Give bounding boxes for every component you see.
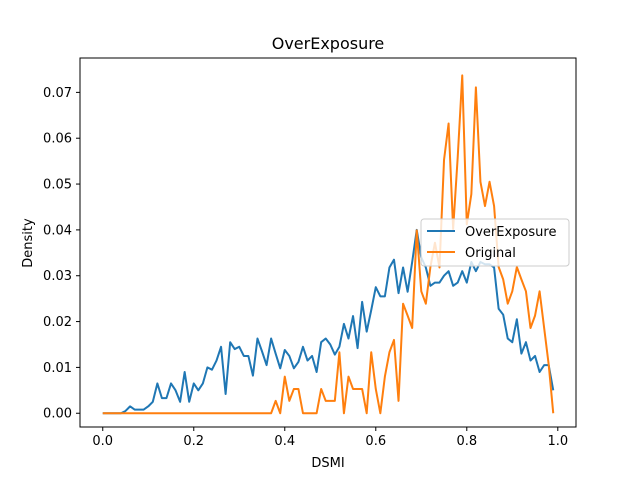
x-tick-label: 0.0 — [92, 434, 113, 449]
chart-title: OverExposure — [272, 34, 385, 53]
x-tick-label: 0.6 — [365, 434, 386, 449]
y-tick-label: 0.02 — [43, 315, 72, 330]
x-tick-label: 1.0 — [547, 434, 568, 449]
y-tick-label: 0.05 — [43, 178, 72, 193]
series-line-overexposure — [102, 228, 555, 415]
series-line-original — [102, 74, 555, 415]
y-tick-label: 0.07 — [43, 86, 72, 101]
legend: OverExposure Original — [420, 218, 570, 267]
x-axis-label: DSMI — [311, 456, 344, 471]
x-tick-label: 0.4 — [274, 434, 295, 449]
legend-label-original: Original — [465, 246, 516, 261]
plot-area-frame — [79, 57, 577, 428]
series-layer — [102, 74, 555, 415]
y-tick-label: 0.01 — [43, 361, 72, 376]
y-tick-label: 0.03 — [43, 269, 72, 284]
y-tick-label: 0.06 — [43, 132, 72, 147]
legend-box — [420, 218, 570, 267]
x-tick-label: 0.8 — [456, 434, 477, 449]
x-tick-label: 0.2 — [183, 434, 204, 449]
y-axis: 0.00 0.01 0.02 0.03 0.04 0.05 0.06 0.07 — [43, 86, 80, 422]
y-tick-label: 0.04 — [43, 223, 72, 238]
y-tick-label: 0.00 — [43, 407, 72, 422]
x-axis: 0.0 0.2 0.4 0.6 0.8 1.0 — [92, 427, 568, 449]
y-axis-label: Density — [21, 218, 36, 268]
legend-label-overexposure: OverExposure — [465, 225, 556, 240]
